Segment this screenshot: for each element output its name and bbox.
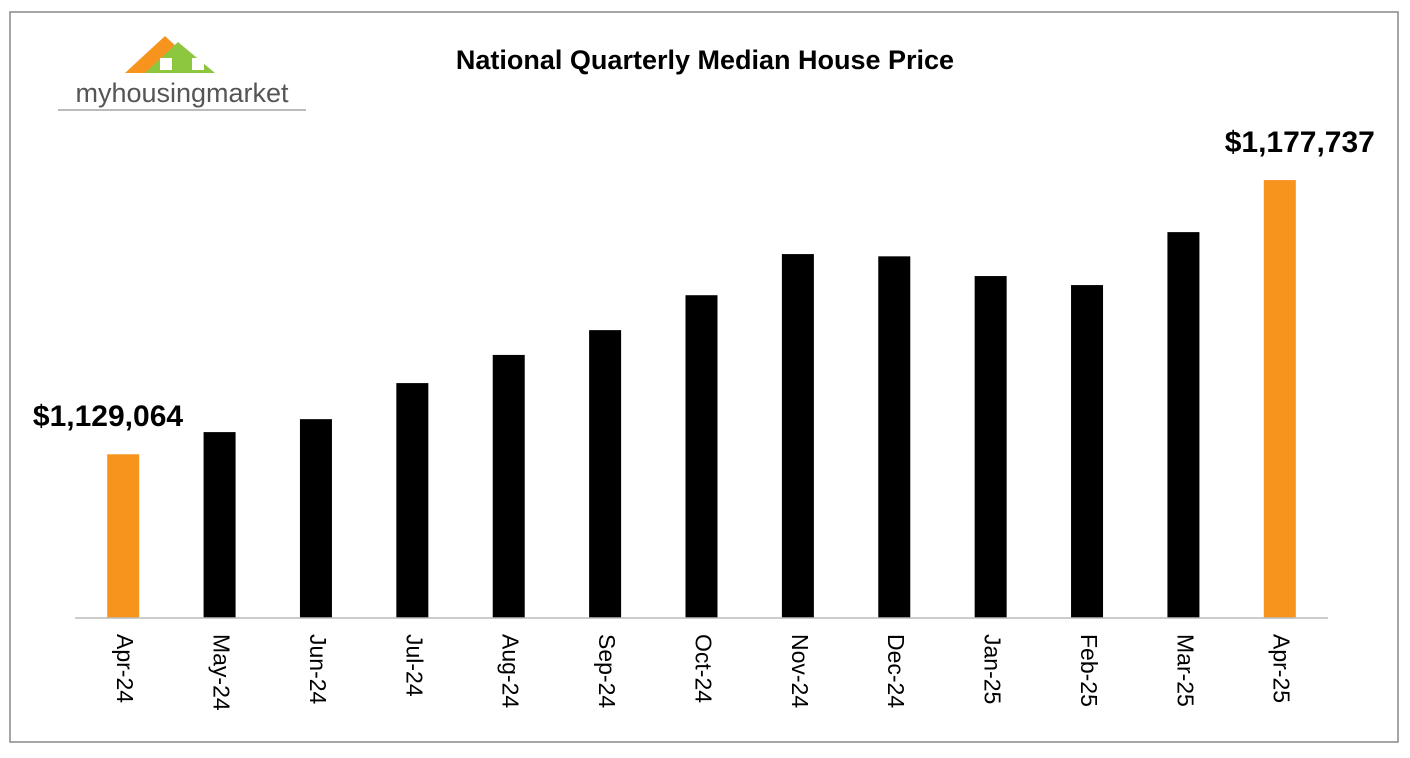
bar: [781, 254, 814, 618]
value-label: $1,177,737: [1225, 126, 1375, 159]
bar: [878, 256, 911, 618]
x-tick-label: Aug-24: [498, 634, 524, 708]
logo-window: [192, 58, 204, 70]
bar: [492, 354, 525, 618]
bar: [1263, 180, 1296, 618]
bar: [1071, 285, 1104, 618]
bar: [685, 295, 718, 618]
bar: [974, 276, 1007, 618]
x-tick-label: Jul-24: [401, 634, 427, 697]
x-tick-label: Oct-24: [690, 634, 716, 703]
logo: myhousingmarket: [58, 36, 306, 111]
bar: [1167, 232, 1200, 618]
bar: [396, 383, 429, 618]
x-tick-label: Apr-24: [112, 634, 138, 703]
x-tick-label: Sep-24: [594, 634, 620, 708]
x-tick-label: Nov-24: [787, 634, 813, 708]
x-tick-label: May-24: [208, 634, 234, 711]
chart-title: National Quarterly Median House Price: [456, 45, 954, 75]
x-tick-label: Jan-25: [980, 634, 1006, 704]
bar: [589, 330, 622, 618]
bar: [203, 432, 236, 618]
x-tick-label: Dec-24: [883, 634, 909, 708]
logo-window: [160, 58, 172, 70]
x-tick-label: Apr-25: [1269, 634, 1295, 703]
bar: [107, 454, 140, 618]
x-tick-label: Mar-25: [1172, 634, 1198, 707]
x-tick-label: Feb-25: [1076, 634, 1102, 707]
value-label: $1,129,064: [33, 400, 183, 433]
x-tick-label: Jun-24: [305, 634, 331, 705]
logo-text: myhousingmarket: [75, 78, 289, 108]
bar: [299, 419, 332, 618]
